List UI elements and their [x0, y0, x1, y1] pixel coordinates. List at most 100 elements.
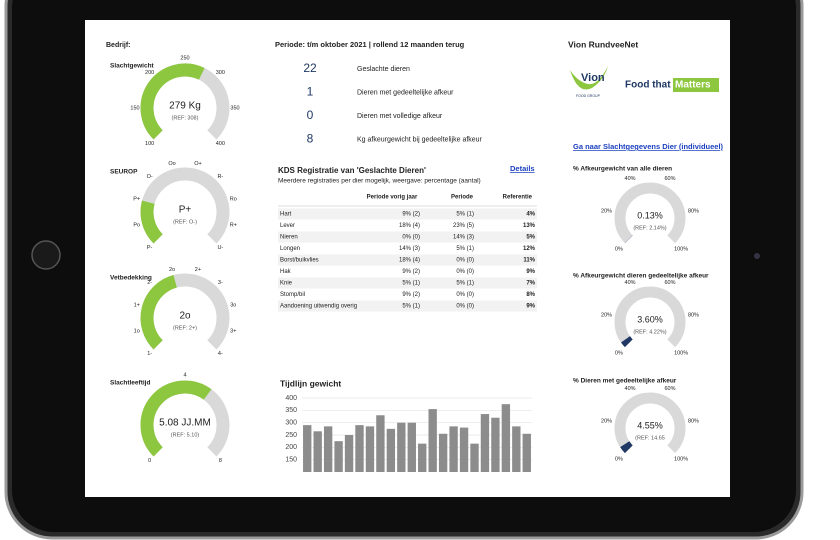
gauge-label: P- — [147, 245, 153, 251]
gauge-fill — [140, 200, 163, 244]
table-row-bg — [278, 277, 537, 289]
table-cell: Longen — [280, 246, 300, 252]
gauge-ref: (REF: 5.10) — [171, 432, 200, 438]
bar — [397, 422, 406, 472]
table-cell: 5% — [526, 235, 535, 241]
gauge-tick-label: 20% — [601, 209, 612, 215]
gauge-value: 0.13% — [637, 210, 663, 220]
table-cell: 5% (1) — [456, 212, 474, 218]
details-link[interactable]: Details — [510, 164, 535, 173]
table-cell: 9% (2) — [402, 212, 420, 218]
gauge-label: U- — [217, 245, 223, 251]
gauge-tick-label: 100% — [674, 247, 688, 253]
table-cell: Knie — [280, 281, 293, 287]
table-cell: 9% — [526, 269, 535, 275]
table-header: Periode vorig jaar — [367, 195, 418, 201]
gauge-ref: (REF: O-) — [173, 219, 197, 225]
gauge-tick-label: 40% — [625, 280, 636, 286]
table-cell: Aandoening uitwendig overig — [280, 304, 357, 310]
gauge-fill — [621, 336, 633, 348]
gauge-value: 3.60% — [637, 314, 663, 324]
stat-number: 0 — [307, 108, 314, 122]
gauge-tick-label: 40% — [625, 176, 636, 182]
table-cell: 14% (3) — [453, 235, 474, 241]
gauge-label: 2o — [169, 267, 175, 273]
table-cell: 9% (2) — [402, 292, 420, 298]
gauge-label: P+ — [133, 197, 140, 203]
gauge-tick-label: 0 — [148, 458, 151, 464]
gauge-value: P+ — [179, 205, 192, 216]
table-cell: 18% (4) — [399, 258, 420, 264]
bar — [313, 431, 322, 472]
gauge-label: 3+ — [230, 328, 236, 334]
table-cell: 9% — [526, 304, 535, 310]
table-cell: 5% (1) — [402, 304, 420, 310]
table-row-bg — [278, 208, 537, 220]
table-cell: 13% — [523, 223, 536, 229]
gauge-title: % Afkeurgewicht dieren gedeeltelijke afk… — [573, 273, 709, 280]
detail-link[interactable]: Ga naar Slachtgegevens Dier (individueel… — [573, 142, 724, 151]
table-cell: 23% (5) — [453, 223, 474, 229]
table-cell: 8% — [526, 292, 535, 298]
table-cell: Hart — [280, 212, 292, 218]
gauge-label: R+ — [230, 222, 237, 228]
table-cell: 0% (0) — [456, 269, 474, 275]
gauge-tick-label: 0% — [615, 351, 623, 357]
gauge-fill — [140, 380, 212, 457]
gauge-tick-label: 300 — [216, 70, 225, 76]
table-cell: 4% — [526, 212, 535, 218]
gauge-track — [614, 392, 686, 454]
gauge-tick-label: 0% — [615, 457, 623, 463]
gauge-tick-label: 100 — [145, 141, 154, 147]
bar — [501, 404, 511, 472]
logo-highlight: Matters — [675, 80, 711, 91]
gauge-tick-label: 20% — [601, 313, 612, 319]
gauge-label: 1- — [147, 351, 152, 357]
gauge-label: 4- — [218, 351, 223, 357]
gauge-value: 279 Kg — [169, 101, 201, 112]
bar — [438, 433, 448, 472]
gauge-tick-label: 80% — [688, 419, 699, 425]
bar — [491, 417, 500, 472]
gauge-title: Vetbedekking — [110, 275, 152, 282]
home-button[interactable] — [31, 240, 61, 270]
table-cell: 5% (1) — [456, 281, 474, 287]
gauge-label: 2- — [147, 280, 152, 286]
gauge-tick-label: 8 — [219, 458, 222, 464]
gauge-ref: (REF: 2.14%) — [633, 225, 666, 231]
gauge-fill — [140, 275, 178, 350]
gauge-title: % Afkeurgewicht van alle dieren — [573, 166, 672, 173]
brand-title: Vion RundveeNet — [568, 39, 638, 49]
table-cell: Stomp/bil — [280, 292, 305, 298]
gauge-value: 4.55% — [637, 420, 663, 430]
table-title: KDS Registratie van 'Geslachte Dieren' — [278, 166, 426, 175]
table-cell: 0% (0) — [456, 304, 474, 310]
bar — [459, 427, 469, 472]
table-cell: 5% (1) — [456, 246, 474, 252]
gauge-tick-label: 100% — [674, 351, 688, 357]
bar — [418, 443, 427, 472]
gauge-label: Ro — [230, 197, 237, 203]
gauge-tick-label: 4 — [183, 372, 186, 378]
gauge-label: R- — [217, 174, 223, 180]
bar — [522, 433, 531, 472]
gauge-tick-label: 250 — [180, 55, 189, 61]
bar — [512, 426, 521, 472]
gauge-label: 1+ — [134, 303, 140, 309]
gauge-ref: (REF: 308) — [172, 115, 199, 121]
gauge-ref: (REF: 2+) — [173, 325, 197, 331]
gauge-title: Slachtleeftijd — [110, 380, 150, 387]
table-cell: 0% (0) — [456, 258, 474, 264]
bar — [376, 415, 385, 472]
y-tick-label: 200 — [285, 444, 297, 451]
table-header: Referentie — [503, 195, 533, 201]
table-row-bg — [278, 300, 537, 312]
bar — [303, 425, 312, 472]
gauge-fill — [140, 63, 205, 140]
logo-swoosh — [570, 66, 608, 90]
y-tick-label: 300 — [285, 420, 297, 427]
logo-highlight-box — [673, 78, 719, 92]
gauge-tick-label: 80% — [688, 209, 699, 215]
stat-number: 1 — [307, 85, 314, 99]
gauge-ref: (REF: 4.22%) — [633, 329, 666, 335]
